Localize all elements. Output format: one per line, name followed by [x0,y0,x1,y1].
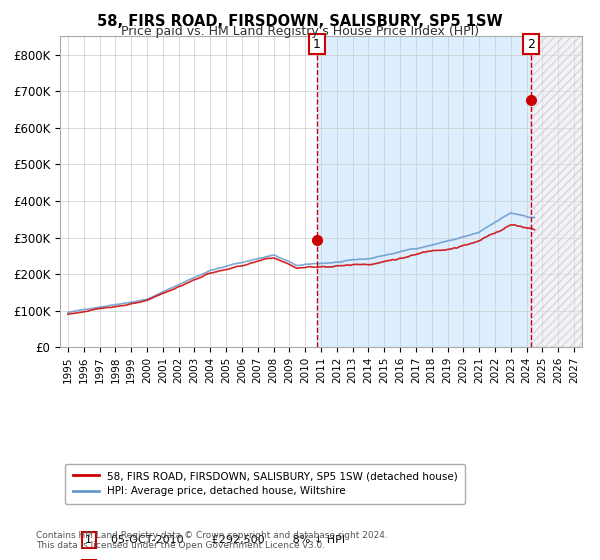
Text: 1: 1 [85,535,92,545]
Bar [317,36,531,347]
Bar [531,36,582,347]
Text: 58, FIRS ROAD, FIRSDOWN, SALISBURY, SP5 1SW: 58, FIRS ROAD, FIRSDOWN, SALISBURY, SP5 … [97,14,503,29]
Bar [531,36,582,347]
Text: 05-OCT-2010        £292,500        8% ↓ HPI: 05-OCT-2010 £292,500 8% ↓ HPI [97,535,344,545]
Text: Contains HM Land Registry data © Crown copyright and database right 2024.
This d: Contains HM Land Registry data © Crown c… [36,530,388,550]
Text: 2: 2 [527,38,535,50]
Legend: 58, FIRS ROAD, FIRSDOWN, SALISBURY, SP5 1SW (detached house), HPI: Average price: 58, FIRS ROAD, FIRSDOWN, SALISBURY, SP5 … [65,464,465,503]
Text: Price paid vs. HM Land Registry's House Price Index (HPI): Price paid vs. HM Land Registry's House … [121,25,479,38]
Text: 1: 1 [313,38,321,50]
